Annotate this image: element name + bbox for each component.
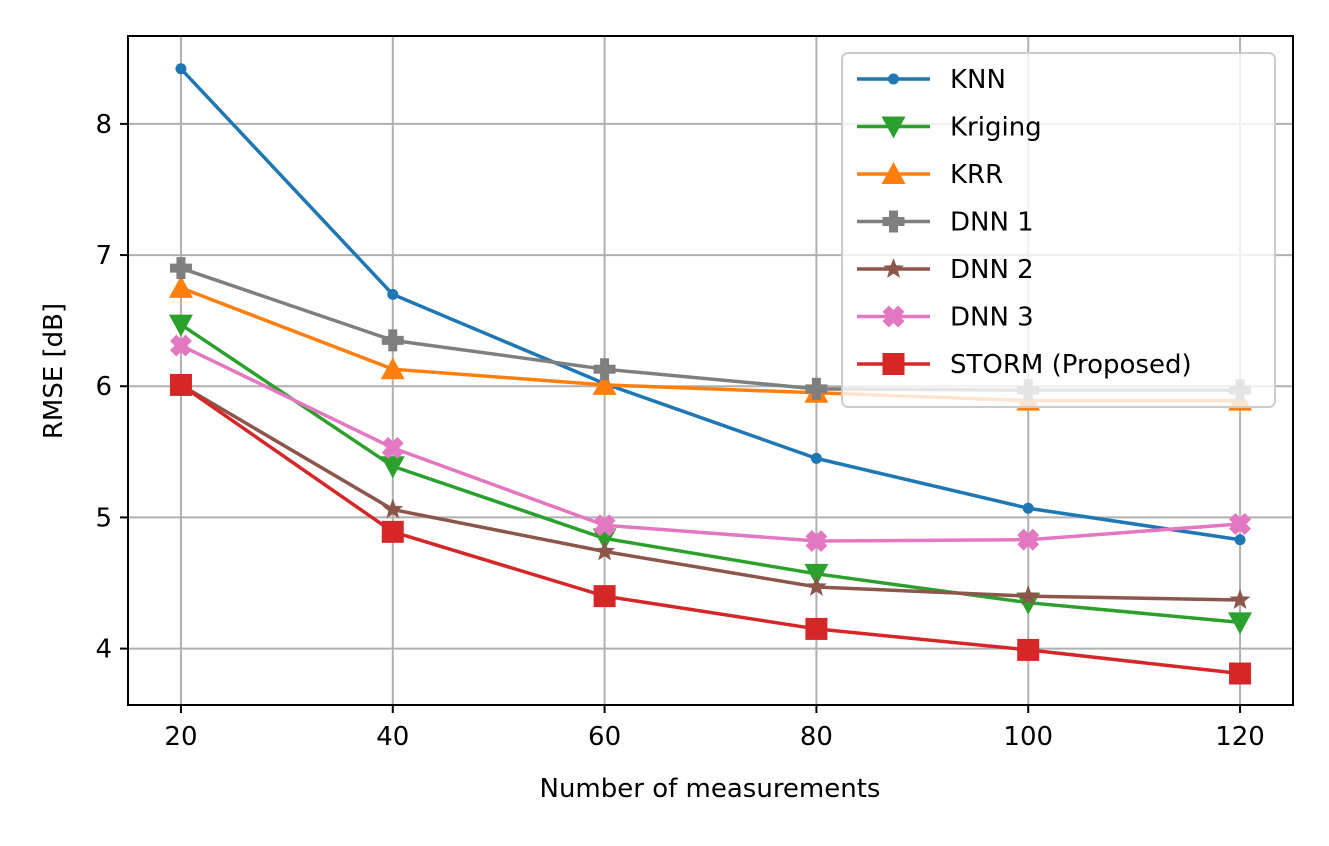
data-point-dnn-2-120 — [1229, 589, 1251, 609]
y-axis-label: RMSE [dB] — [39, 303, 69, 439]
data-point-dnn-2-60 — [594, 540, 616, 561]
series-dnn-3 — [169, 334, 1252, 552]
series-storm-proposed — [169, 373, 1252, 685]
legend-item-storm-proposed: STORM (Proposed) — [857, 350, 1192, 380]
series-line-storm-proposed — [179, 383, 1242, 676]
data-point-knn-40 — [387, 288, 399, 300]
data-point-krr-40 — [380, 357, 405, 380]
legend-label-krr: KRR — [950, 160, 1003, 190]
data-point-krr-60 — [592, 372, 617, 395]
legend-label-dnn-2: DNN 2 — [950, 255, 1034, 285]
x-tick-label-100: 100 — [1003, 722, 1053, 752]
legend-item-dnn-1: DNN 1 — [857, 208, 1034, 238]
data-point-kriging-80 — [804, 563, 829, 586]
legend-marker-dnn-2 — [883, 258, 904, 278]
legend-marker-storm-proposed — [882, 353, 905, 375]
legend-label-kriging: Kriging — [950, 113, 1042, 143]
x-tick-label-80: 80 — [800, 722, 833, 752]
legend-marker-dnn-3 — [882, 305, 905, 328]
y-tick-label-4: 4 — [95, 635, 112, 665]
data-point-dnn-2-80 — [805, 575, 827, 596]
x-tick-label-60: 60 — [588, 722, 621, 752]
data-point-dnn-1-20 — [169, 257, 192, 280]
data-point-knn-100 — [1022, 502, 1034, 514]
data-point-dnn-3-20 — [169, 334, 192, 357]
y-tick-label-6: 6 — [95, 372, 112, 402]
legend-marker-krr — [881, 162, 906, 184]
data-point-dnn-1-60 — [593, 358, 616, 381]
legend-label-knn: KNN — [950, 65, 1006, 95]
legend-item-kriging: Kriging — [857, 113, 1042, 143]
x-tick-label-120: 120 — [1215, 722, 1265, 752]
data-point-storm-proposed-120 — [1229, 662, 1252, 685]
data-point-dnn-3-120 — [1229, 513, 1252, 535]
series-line-kriging — [179, 322, 1242, 625]
legend-label-dnn-3: DNN 3 — [950, 303, 1034, 333]
legend-item-dnn-3: DNN 3 — [857, 303, 1034, 333]
legend-marker-dnn-1 — [882, 210, 905, 233]
legend-item-knn: KNN — [857, 65, 1006, 95]
data-point-knn-120 — [1234, 534, 1246, 546]
data-point-dnn-2-40 — [382, 498, 404, 519]
series-kriging — [168, 314, 1253, 635]
data-point-storm-proposed-20 — [169, 373, 192, 396]
x-tick-label-40: 40 — [376, 722, 409, 752]
x-axis-label: Number of measurements — [540, 774, 881, 804]
series-line-dnn-2 — [179, 383, 1242, 602]
legend-marker-kriging — [881, 116, 906, 139]
data-point-storm-proposed-60 — [593, 585, 616, 608]
data-point-dnn-3-40 — [381, 436, 404, 459]
data-point-dnn-3-80 — [805, 530, 828, 552]
data-point-kriging-40 — [380, 456, 405, 479]
legend: KNN Kriging KRR DNN 1 DNN 2 DNN 3 STORM (Propo… — [841, 52, 1276, 408]
plot-frame — [127, 35, 1294, 706]
legend-marker-knn — [888, 73, 899, 85]
data-point-dnn-3-60 — [593, 514, 616, 537]
data-point-knn-20 — [175, 63, 187, 75]
legend-label-dnn-1: DNN 1 — [950, 208, 1034, 238]
data-point-dnn-3-100 — [1017, 528, 1040, 551]
data-point-storm-proposed-40 — [381, 520, 404, 543]
data-point-kriging-20 — [168, 314, 193, 337]
data-point-storm-proposed-100 — [1017, 638, 1040, 661]
data-point-kriging-120 — [1228, 612, 1253, 635]
axis-ticks: 20 40 60 80 100 120 4 5 6 7 8 — [95, 110, 1264, 752]
y-tick-label-5: 5 — [95, 503, 112, 533]
data-point-knn-80 — [810, 452, 822, 464]
data-point-dnn-1-40 — [381, 329, 404, 352]
legend-label-storm-proposed: STORM (Proposed) — [950, 350, 1192, 380]
series-line-dnn-3 — [179, 343, 1242, 543]
data-point-kriging-100 — [1016, 592, 1041, 615]
y-tick-label-7: 7 — [95, 241, 112, 271]
y-tick-label-8: 8 — [95, 110, 112, 140]
data-point-krr-20 — [168, 275, 193, 298]
x-tick-label-20: 20 — [164, 722, 197, 752]
data-point-dnn-2-100 — [1017, 585, 1039, 606]
data-point-dnn-1-80 — [805, 377, 828, 400]
legend-box — [841, 52, 1276, 408]
series-line-knn — [179, 67, 1242, 542]
legend-item-dnn-2: DNN 2 — [857, 255, 1034, 285]
legend-item-krr: KRR — [857, 160, 1003, 190]
data-point-storm-proposed-80 — [805, 617, 828, 640]
